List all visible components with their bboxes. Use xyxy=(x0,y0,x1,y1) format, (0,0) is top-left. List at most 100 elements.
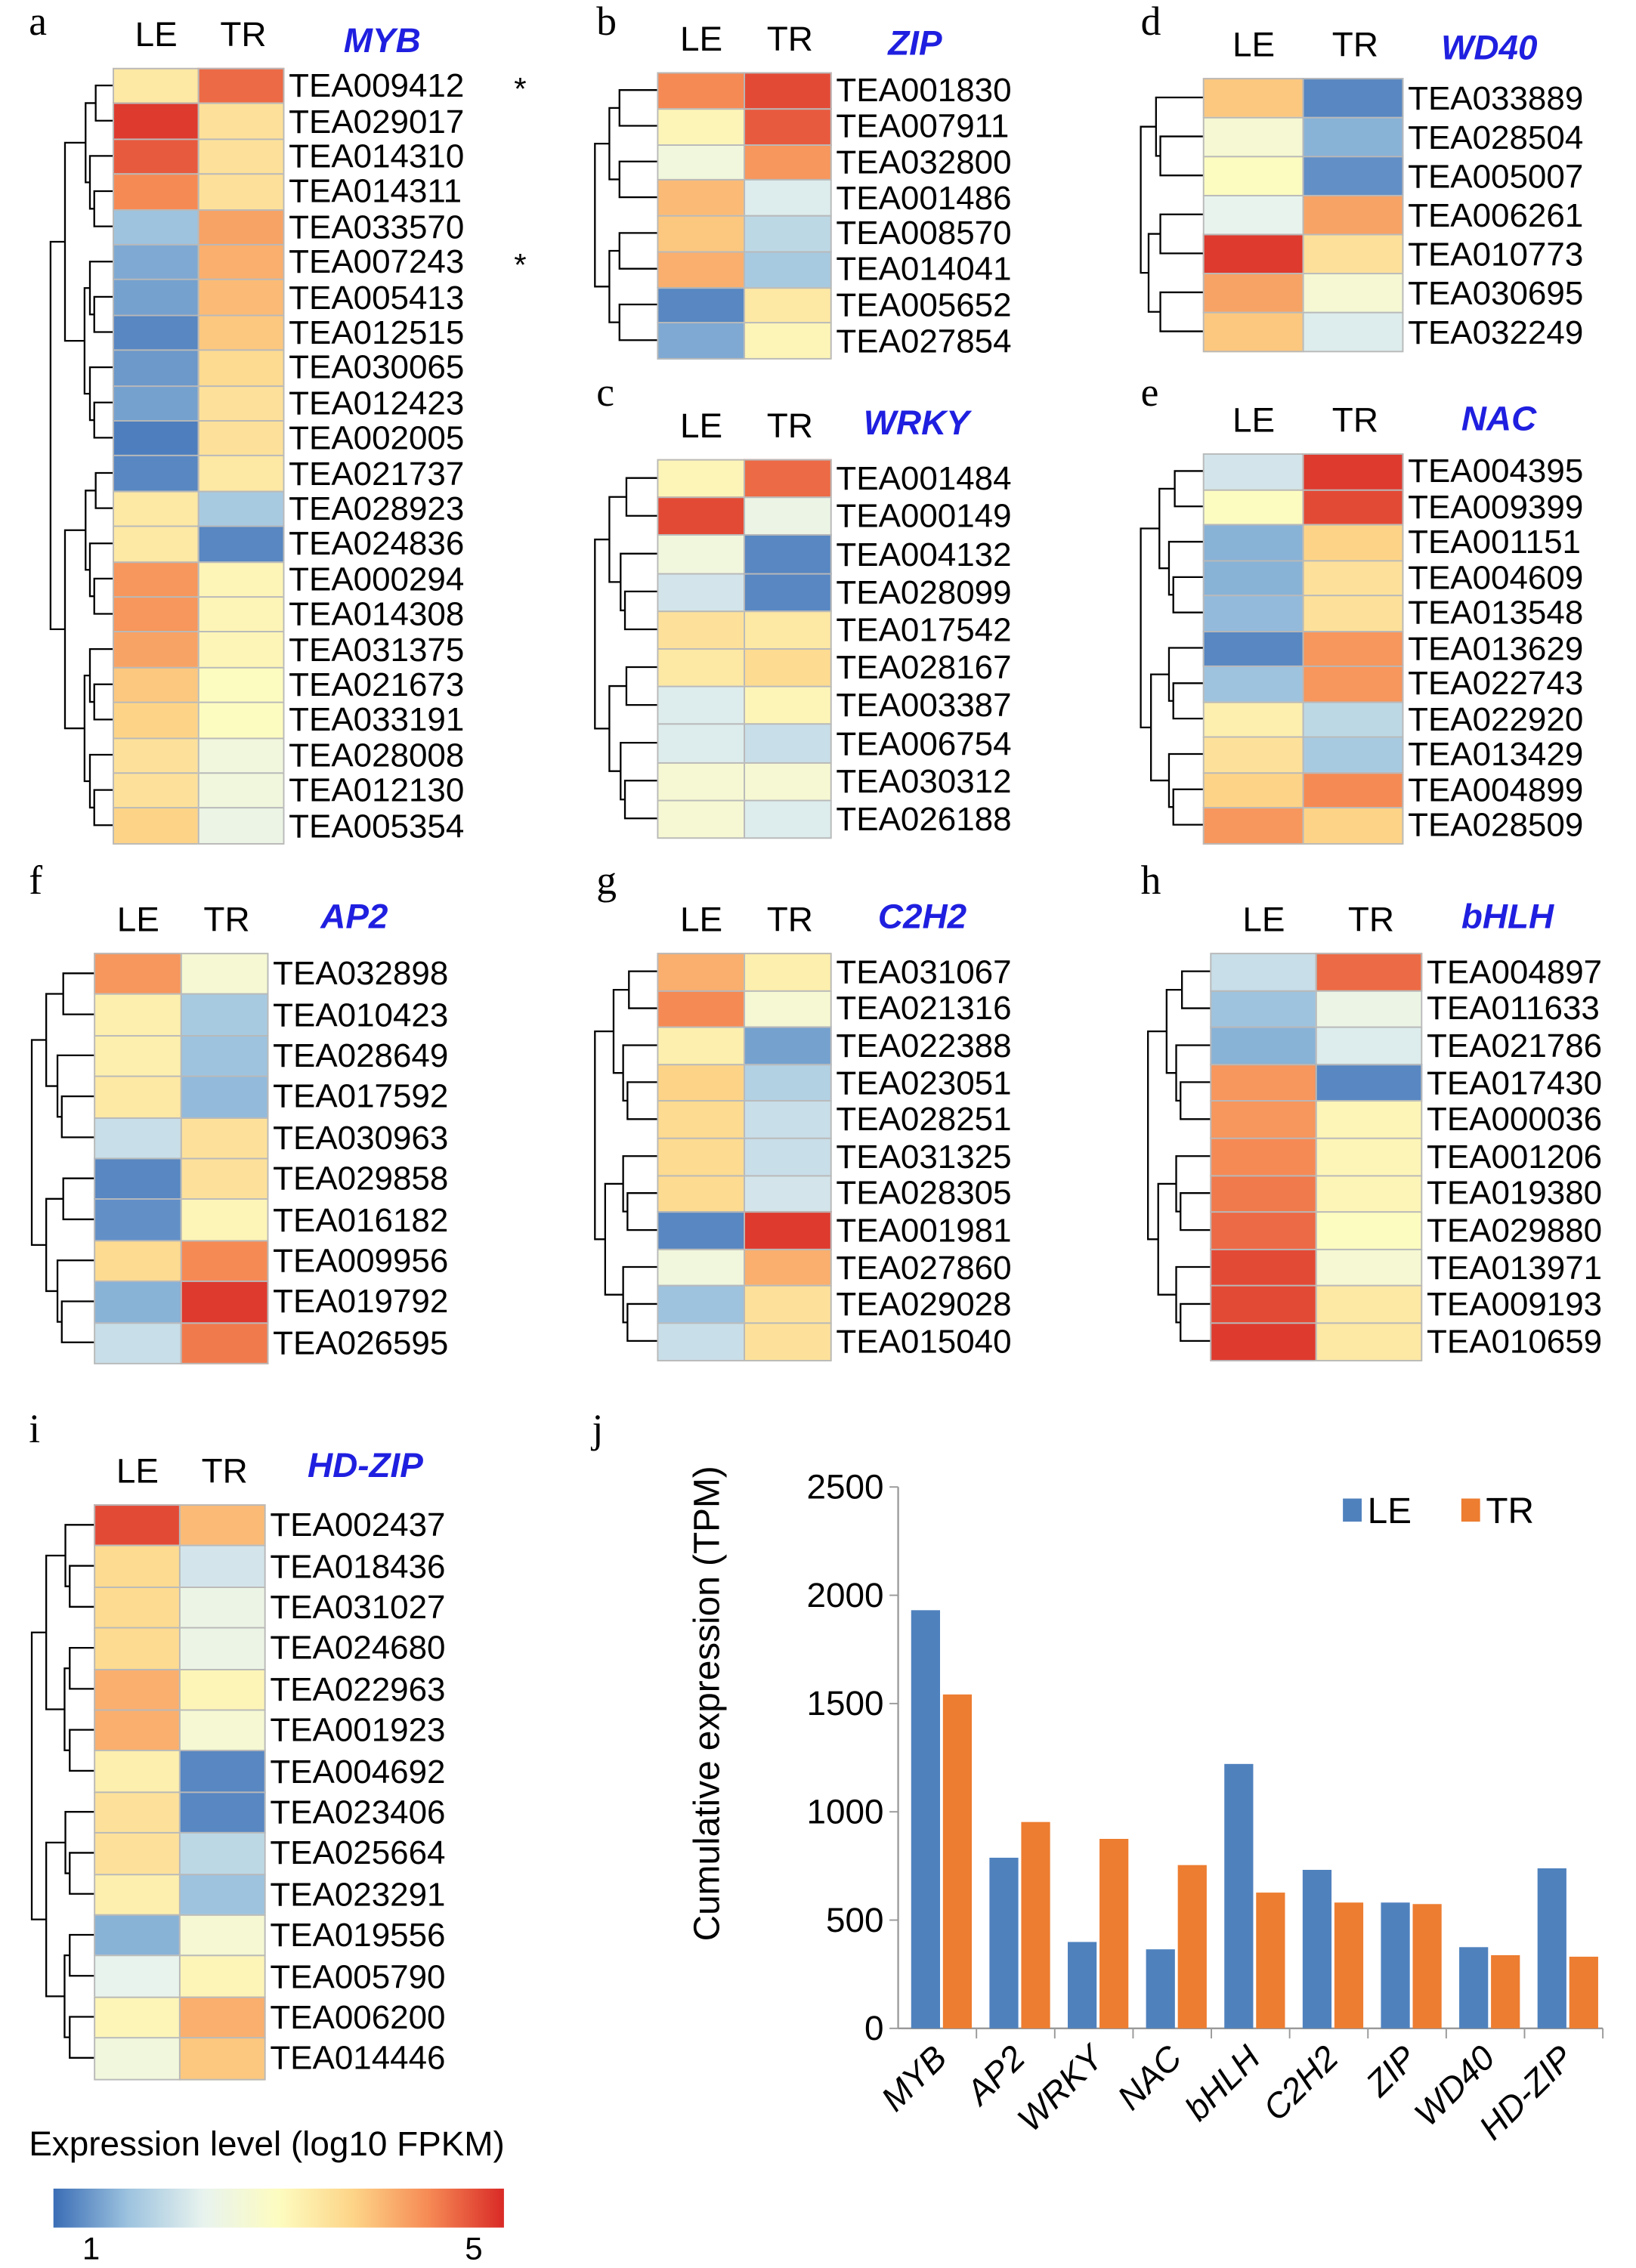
heatmap-cell xyxy=(197,420,285,457)
gene-label: TEA023406 xyxy=(270,1793,446,1831)
panel-title: MYB xyxy=(343,21,421,61)
column-header-le: LE xyxy=(116,901,159,940)
heatmap-cell xyxy=(1202,116,1304,158)
heatmap-cell xyxy=(744,179,832,217)
heatmap-cell xyxy=(113,490,199,527)
colorbar-gradient xyxy=(53,2188,504,2228)
heatmap-cell xyxy=(1202,488,1304,526)
heatmap-cell xyxy=(1202,700,1304,738)
heatmap-cell xyxy=(94,1117,182,1160)
gene-label: TEA031067 xyxy=(836,952,1012,990)
heatmap-cell xyxy=(1202,78,1304,119)
column-header-le: LE xyxy=(680,406,723,446)
dendrogram xyxy=(594,970,657,1342)
gene-label: TEA033191 xyxy=(289,700,465,739)
gene-label: TEA022743 xyxy=(1408,664,1584,703)
column-header-le: LE xyxy=(680,901,723,940)
heatmap-cell xyxy=(657,496,746,536)
gene-label: TEA004899 xyxy=(1408,770,1584,808)
gene-label: TEA004692 xyxy=(270,1752,446,1790)
dendrogram-branches xyxy=(594,89,657,341)
bar-le-ap2 xyxy=(989,1857,1019,2029)
heatmap-cell xyxy=(1210,1137,1317,1176)
heatmap-cell xyxy=(94,1281,182,1324)
heatmap-cell xyxy=(744,496,832,536)
heatmap-cell xyxy=(178,2037,266,2080)
heatmap-cell xyxy=(197,209,285,246)
heatmap-cell xyxy=(197,772,285,809)
gene-label: TEA009412 xyxy=(289,66,465,104)
dendrogram-branches xyxy=(594,477,657,820)
heatmap-cell xyxy=(94,1586,181,1629)
bar-tr-wd40 xyxy=(1491,1954,1520,2029)
heatmap-cell xyxy=(744,953,832,992)
heatmap-cell xyxy=(197,103,285,140)
gene-label: TEA027860 xyxy=(836,1248,1012,1286)
column-header-tr: TR xyxy=(203,901,250,940)
heatmap-cell xyxy=(180,1281,269,1324)
heatmap-cell xyxy=(744,762,832,802)
heatmap-cell xyxy=(94,1240,182,1283)
gene-label: TEA015040 xyxy=(836,1321,1012,1360)
heatmap-cell xyxy=(1302,807,1404,844)
heatmap-cell xyxy=(744,215,832,252)
heatmap-cell xyxy=(744,107,832,146)
heatmap-cell xyxy=(178,1668,266,1711)
panel-label-f: f xyxy=(29,858,43,904)
gene-label: TEA031027 xyxy=(270,1587,446,1626)
heatmap-cell xyxy=(744,724,832,764)
heatmap-cell xyxy=(1315,1211,1423,1250)
dendrogram-branches xyxy=(30,1524,94,2059)
dendrogram xyxy=(594,477,657,820)
gene-label: TEA004395 xyxy=(1408,452,1584,490)
gene-label: TEA029028 xyxy=(836,1285,1012,1323)
heatmap-cell xyxy=(113,631,199,669)
heatmap-cell xyxy=(744,1322,832,1361)
gene-label: TEA000036 xyxy=(1426,1100,1603,1139)
gene-label: TEA013429 xyxy=(1408,735,1584,773)
x-tick-label: NAC xyxy=(1109,2038,1189,2118)
bar-le-wrky xyxy=(1068,1942,1097,2029)
heatmap-cell xyxy=(197,455,285,493)
heatmap-cell xyxy=(197,385,285,422)
gene-label: TEA028008 xyxy=(289,736,465,774)
heatmap-cell xyxy=(657,1211,746,1250)
heatmap-cell xyxy=(113,279,199,317)
heatmap-cell xyxy=(744,647,832,688)
heatmap-cell xyxy=(113,455,199,493)
heatmap-cell xyxy=(113,772,199,809)
x-tick-label: C2H2 xyxy=(1255,2038,1346,2128)
heatmap-cell xyxy=(1315,1248,1423,1287)
heatmap-cell xyxy=(1210,1027,1317,1065)
heatmap-cell xyxy=(94,1034,182,1077)
gene-label: TEA003387 xyxy=(836,686,1012,724)
heatmap-cell xyxy=(744,144,832,181)
heatmap-cell xyxy=(744,251,832,289)
heatmap-cell xyxy=(657,799,746,839)
heatmap-cell xyxy=(657,610,746,650)
gene-label: TEA028251 xyxy=(836,1100,1012,1139)
heatmap-cell xyxy=(1210,1285,1317,1324)
heatmap-cell xyxy=(178,1545,266,1588)
heatmap-cell xyxy=(1210,1322,1317,1361)
gene-label: TEA019792 xyxy=(273,1282,449,1321)
heatmap-cell xyxy=(197,279,285,317)
gene-label: TEA014310 xyxy=(289,137,465,175)
bar-tr-myb xyxy=(942,1694,973,2029)
gene-label: TEA001206 xyxy=(1426,1137,1603,1176)
y-tick-label: 2000 xyxy=(806,1575,883,1614)
gene-label: TEA023051 xyxy=(836,1063,1012,1102)
heatmap-cell xyxy=(1302,736,1404,774)
gene-label: TEA013629 xyxy=(1408,629,1584,667)
heatmap-cell xyxy=(197,349,285,387)
heatmap-cell xyxy=(94,1627,181,1670)
gene-label: TEA006200 xyxy=(270,1998,446,2036)
heatmap-cell xyxy=(1315,1137,1423,1176)
heatmap-cell xyxy=(1202,233,1304,275)
gene-label: TEA010659 xyxy=(1426,1321,1603,1360)
gene-label: TEA019556 xyxy=(270,1916,446,1954)
heatmap-cell xyxy=(178,1873,266,1916)
dendrogram xyxy=(1147,970,1211,1342)
gene-label: TEA013971 xyxy=(1426,1248,1603,1286)
